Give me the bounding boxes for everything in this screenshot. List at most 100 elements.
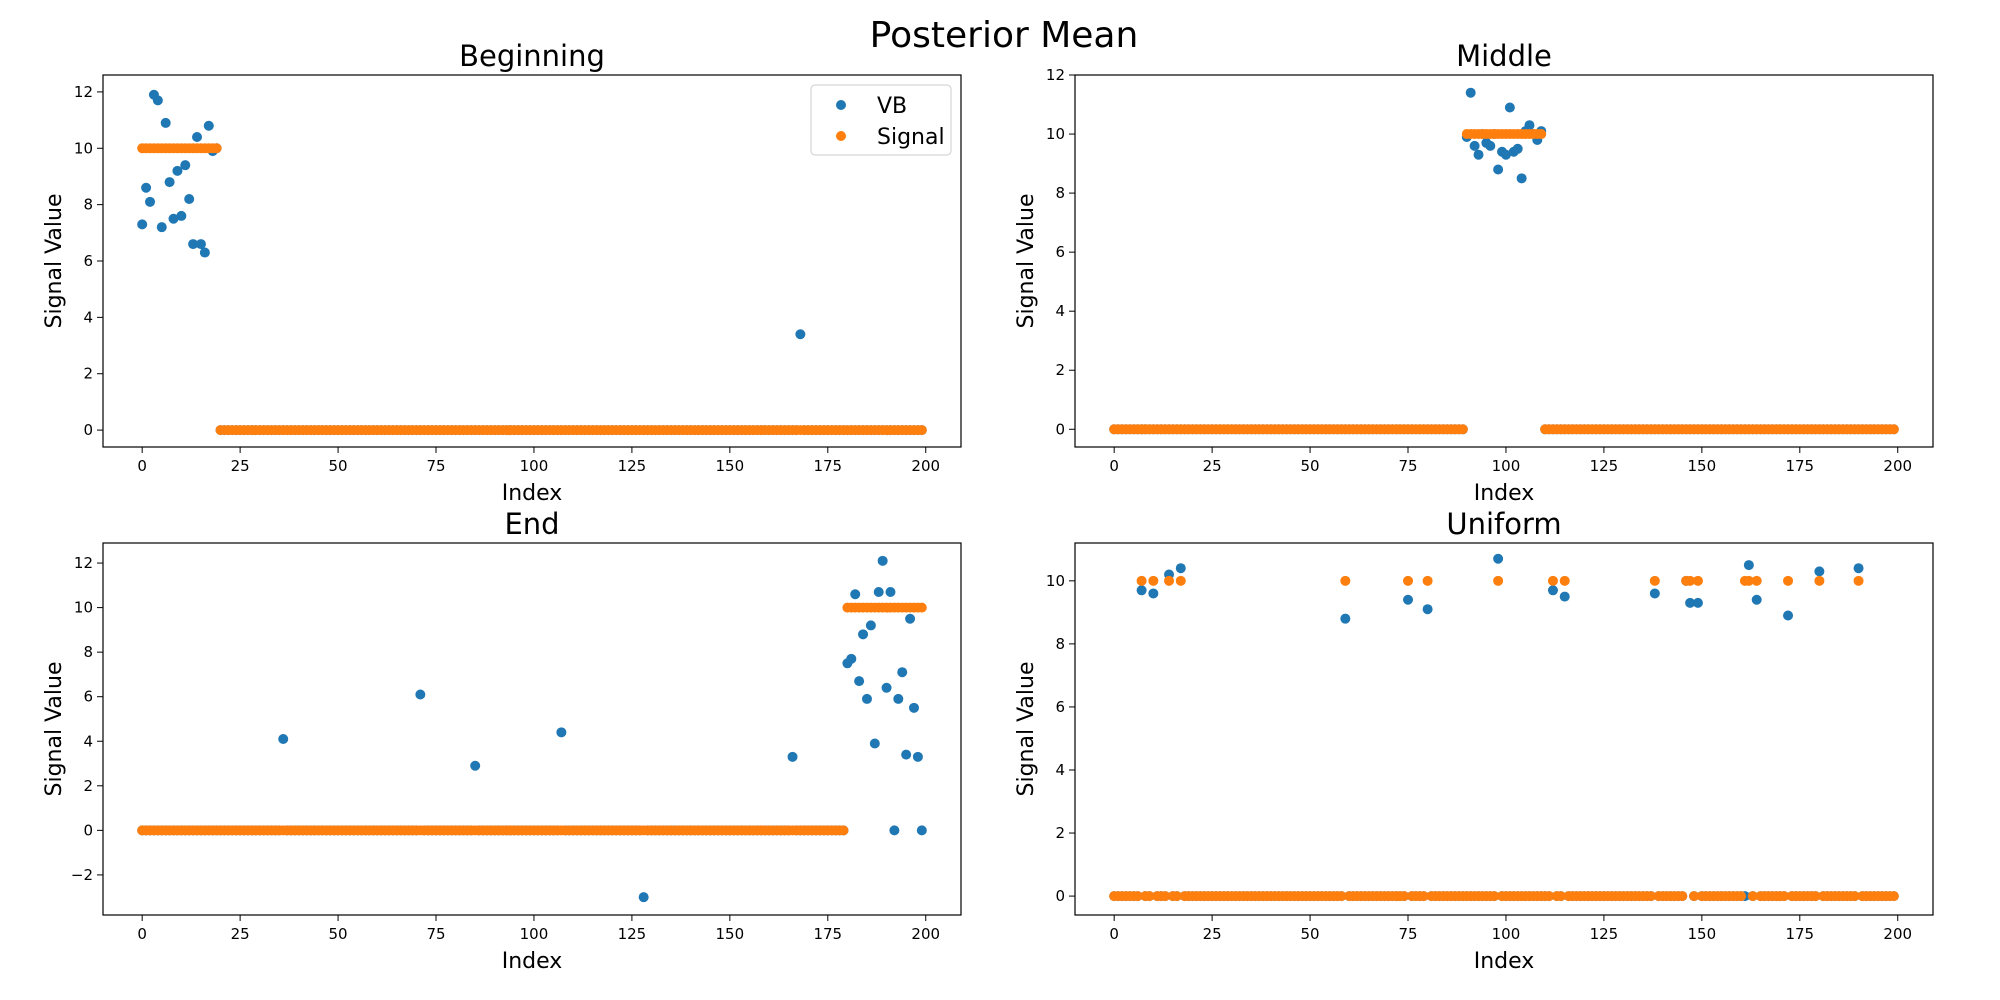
point-vb-75 bbox=[1403, 594, 1414, 605]
point-vb-2 bbox=[145, 196, 156, 207]
point-signal-114 bbox=[1555, 891, 1566, 902]
point-vb-187 bbox=[869, 738, 880, 749]
point-vb-190 bbox=[881, 682, 892, 693]
point-signal-13 bbox=[1160, 891, 1171, 902]
point-vb-198 bbox=[912, 751, 923, 762]
y-tick-label: 0 bbox=[1055, 420, 1065, 438]
point-signal-145 bbox=[1677, 891, 1688, 902]
y-axis-label: Signal Value bbox=[1014, 662, 1039, 797]
series-signal bbox=[1109, 575, 1899, 902]
point-vb-59 bbox=[1340, 613, 1351, 624]
series-signal bbox=[137, 602, 927, 836]
point-vb-7 bbox=[1136, 585, 1147, 596]
x-tick-label: 50 bbox=[329, 925, 348, 943]
point-signal-137 bbox=[1645, 891, 1656, 902]
point-vb-98 bbox=[1493, 164, 1504, 175]
y-tick-label: 6 bbox=[83, 688, 93, 706]
y-tick-label: 0 bbox=[1055, 887, 1065, 905]
point-vb-71 bbox=[415, 689, 426, 700]
point-vb-98 bbox=[1493, 553, 1504, 564]
point-vb-199 bbox=[916, 825, 927, 836]
point-vb-104 bbox=[1516, 173, 1527, 184]
legend-label-signal: Signal bbox=[877, 125, 945, 150]
x-tick-label: 25 bbox=[231, 457, 250, 475]
y-tick-label: 6 bbox=[1055, 243, 1065, 261]
point-vb-191 bbox=[885, 587, 896, 598]
legend: VB Signal bbox=[810, 84, 952, 156]
point-vb-96 bbox=[1485, 140, 1496, 151]
point-signal-59 bbox=[1340, 575, 1351, 586]
x-tick-label: 100 bbox=[520, 925, 549, 943]
point-vb-185 bbox=[861, 693, 872, 704]
y-tick-label: 10 bbox=[74, 599, 93, 617]
point-vb-182 bbox=[850, 589, 861, 600]
x-axis-label: Index bbox=[502, 949, 563, 974]
figure-suptitle: Posterior Mean bbox=[870, 15, 1139, 56]
y-tick-label: 10 bbox=[1046, 572, 1065, 590]
point-vb-184 bbox=[858, 629, 869, 640]
point-signal-148 bbox=[1689, 891, 1700, 902]
x-tick-label: 200 bbox=[1883, 925, 1912, 943]
axes-frame bbox=[1074, 542, 1934, 916]
x-tick-label: 150 bbox=[716, 457, 745, 475]
y-tick-label: 0 bbox=[83, 821, 93, 839]
x-tick-label: 100 bbox=[1492, 457, 1521, 475]
point-signal-199 bbox=[916, 602, 927, 613]
legend-marker-signal bbox=[836, 131, 846, 141]
y-tick-label: −2 bbox=[71, 866, 93, 884]
x-tick-label: 175 bbox=[1785, 925, 1814, 943]
point-vb-186 bbox=[865, 620, 876, 631]
series-signal bbox=[137, 143, 927, 436]
point-signal-171 bbox=[1779, 891, 1790, 902]
x-tick-label: 25 bbox=[1203, 925, 1222, 943]
y-tick-label: 8 bbox=[1055, 184, 1065, 202]
point-vb-192 bbox=[889, 825, 900, 836]
point-signal-58 bbox=[1336, 891, 1347, 902]
point-vb-10 bbox=[176, 210, 187, 221]
point-signal-147 bbox=[1685, 575, 1696, 586]
point-vb-16 bbox=[199, 247, 210, 258]
x-tick-label: 200 bbox=[1883, 457, 1912, 475]
point-vb-138 bbox=[1649, 588, 1660, 599]
x-tick-label: 0 bbox=[137, 457, 147, 475]
point-signal-199 bbox=[1888, 424, 1899, 435]
x-tick-label: 0 bbox=[1109, 457, 1119, 475]
point-vb-196 bbox=[905, 613, 916, 624]
point-vb-183 bbox=[854, 676, 865, 687]
series-vb bbox=[137, 89, 927, 436]
point-vb-91 bbox=[1465, 87, 1476, 98]
point-signal-190 bbox=[1853, 575, 1864, 586]
y-tick-label: 2 bbox=[1055, 361, 1065, 379]
point-vb-5 bbox=[156, 222, 167, 233]
point-vb-85 bbox=[470, 760, 481, 771]
y-tick-label: 12 bbox=[74, 83, 93, 101]
point-signal-115 bbox=[1559, 575, 1570, 586]
axes-frame bbox=[102, 542, 962, 916]
axes-frame bbox=[1074, 74, 1934, 448]
x-tick-label: 175 bbox=[1785, 457, 1814, 475]
point-vb-164 bbox=[1751, 594, 1762, 605]
point-vb-93 bbox=[1473, 149, 1484, 160]
x-axis-label: Index bbox=[1474, 949, 1535, 974]
point-vb-10 bbox=[1148, 588, 1159, 599]
point-signal-111 bbox=[1544, 891, 1555, 902]
y-tick-label: 4 bbox=[1055, 761, 1065, 779]
point-vb-112 bbox=[1547, 585, 1558, 596]
point-signal-9 bbox=[1144, 891, 1155, 902]
point-signal-180 bbox=[1814, 575, 1825, 586]
point-vb-11 bbox=[180, 160, 191, 171]
point-signal-138 bbox=[1649, 575, 1660, 586]
point-vb-14 bbox=[192, 132, 203, 142]
series-vb bbox=[137, 555, 927, 903]
series-signal bbox=[1109, 129, 1899, 435]
point-vb-149 bbox=[1692, 597, 1703, 608]
legend-label-vb: VB bbox=[877, 94, 907, 119]
y-tick-label: 8 bbox=[83, 196, 93, 214]
y-axis-label: Signal Value bbox=[42, 662, 67, 797]
point-vb-166 bbox=[787, 751, 798, 762]
point-signal-74 bbox=[1399, 891, 1410, 902]
x-tick-label: 25 bbox=[231, 925, 250, 943]
point-vb-106 bbox=[1524, 120, 1535, 131]
point-vb-181 bbox=[846, 653, 857, 664]
subplot-title: Uniform bbox=[1446, 507, 1561, 541]
